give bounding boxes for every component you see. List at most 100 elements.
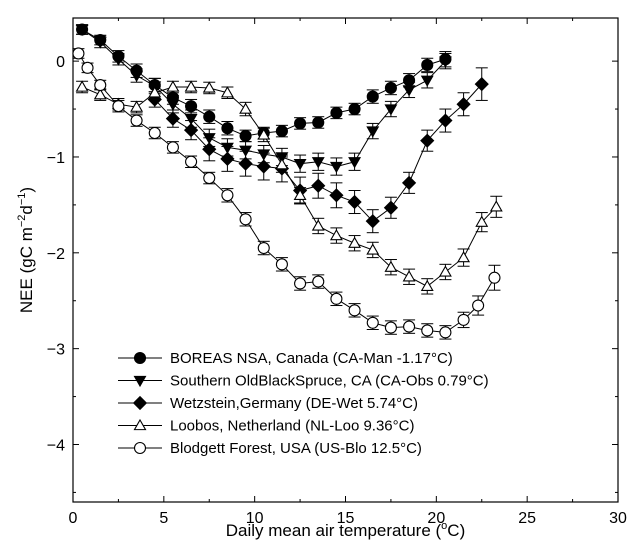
data-point bbox=[438, 113, 453, 128]
data-point bbox=[348, 157, 362, 169]
data-point bbox=[420, 279, 434, 292]
data-point bbox=[165, 111, 181, 126]
data-point bbox=[384, 321, 397, 334]
data-point bbox=[421, 58, 434, 72]
data-point bbox=[202, 81, 216, 93]
y-tick-label: −3 bbox=[47, 342, 65, 359]
data-point bbox=[472, 299, 485, 312]
x-axis-label: Daily mean air temperature (oC) bbox=[226, 520, 466, 540]
legend-label: Southern OldBlackSpruce, CA (CA-Obs 0.79… bbox=[170, 373, 489, 390]
data-point bbox=[329, 161, 343, 174]
series-1 bbox=[75, 24, 452, 176]
data-point bbox=[275, 158, 289, 170]
series-4 bbox=[72, 47, 501, 340]
data-point bbox=[166, 99, 180, 111]
data-point bbox=[166, 141, 179, 154]
legend-marker bbox=[133, 418, 147, 431]
data-point bbox=[220, 86, 234, 98]
data-point bbox=[403, 320, 416, 333]
data-point bbox=[383, 200, 399, 215]
data-point bbox=[311, 178, 326, 193]
data-point bbox=[366, 90, 379, 103]
legend-item-0: BOREAS NSA, Canada (CA-Man -1.17°C) bbox=[118, 350, 453, 367]
data-point bbox=[148, 86, 162, 98]
data-point bbox=[384, 81, 397, 95]
data-point bbox=[75, 24, 89, 37]
data-point bbox=[365, 214, 380, 229]
series-line bbox=[81, 86, 497, 287]
data-point bbox=[330, 292, 343, 305]
data-point bbox=[185, 155, 198, 168]
y-tick-label: −2 bbox=[47, 246, 65, 263]
y-tick-label: −1 bbox=[47, 150, 65, 167]
data-point bbox=[239, 129, 252, 142]
data-point bbox=[347, 194, 362, 210]
data-point bbox=[439, 326, 452, 339]
data-point bbox=[238, 156, 253, 171]
data-point bbox=[221, 122, 234, 135]
data-point bbox=[166, 80, 180, 92]
x-tick-label: 25 bbox=[518, 510, 536, 527]
data-point bbox=[438, 265, 452, 277]
data-point bbox=[183, 123, 199, 138]
data-point bbox=[112, 100, 125, 113]
legend-marker bbox=[133, 441, 147, 455]
data-point bbox=[311, 219, 325, 231]
data-point bbox=[130, 100, 144, 112]
data-point bbox=[421, 324, 434, 337]
series-3 bbox=[75, 80, 503, 295]
data-point bbox=[438, 56, 452, 68]
data-point bbox=[401, 175, 417, 190]
data-point bbox=[256, 159, 271, 174]
y-tick-label: 0 bbox=[56, 54, 65, 71]
data-point bbox=[312, 275, 325, 288]
legend-item-1: Southern OldBlackSpruce, CA (CA-Obs 0.79… bbox=[118, 373, 489, 390]
data-point bbox=[184, 113, 198, 126]
data-point bbox=[293, 188, 307, 200]
legend-label: Loobos, Netherland (NL-Loo 9.36°C) bbox=[170, 418, 414, 435]
data-point bbox=[366, 126, 380, 138]
data-point bbox=[239, 213, 252, 226]
data-point bbox=[93, 88, 107, 100]
x-tick-label: 30 bbox=[609, 510, 627, 527]
data-point bbox=[366, 316, 379, 329]
data-point bbox=[293, 159, 307, 171]
x-tick-label: 5 bbox=[159, 510, 168, 527]
data-point bbox=[420, 75, 434, 87]
data-point bbox=[384, 260, 398, 272]
data-point bbox=[366, 243, 380, 255]
data-point bbox=[257, 241, 270, 255]
y-tick-label: −4 bbox=[47, 437, 65, 454]
data-point bbox=[130, 70, 144, 83]
data-point bbox=[257, 128, 271, 140]
data-point bbox=[474, 77, 489, 92]
data-point bbox=[221, 189, 234, 202]
data-point bbox=[72, 47, 85, 60]
data-point bbox=[93, 37, 107, 49]
data-point bbox=[329, 188, 344, 203]
legend-marker bbox=[133, 351, 147, 365]
data-point bbox=[402, 85, 416, 97]
legend-item-4: Blodgett Forest, USA (US-Blo 12.5°C) bbox=[118, 440, 422, 457]
legend-label: Blodgett Forest, USA (US-Blo 12.5°C) bbox=[170, 440, 422, 457]
data-point bbox=[456, 97, 471, 112]
data-point bbox=[148, 126, 161, 140]
data-point bbox=[294, 117, 307, 130]
data-point bbox=[329, 228, 343, 241]
series-2 bbox=[147, 67, 489, 234]
data-point bbox=[311, 157, 325, 169]
data-point bbox=[203, 172, 216, 185]
data-point bbox=[294, 277, 307, 290]
data-point bbox=[348, 236, 362, 248]
y-axis-label: NEE (gC m−2d−1) bbox=[16, 187, 36, 313]
data-point bbox=[330, 106, 343, 119]
legend-item-2: Wetzstein,Germany (DE-Wet 5.74°C) bbox=[118, 395, 418, 412]
data-point bbox=[275, 125, 288, 138]
legend-marker bbox=[133, 375, 147, 388]
data-point bbox=[203, 110, 216, 123]
data-point bbox=[111, 54, 125, 66]
data-point bbox=[202, 142, 217, 157]
data-point bbox=[348, 102, 361, 116]
data-point bbox=[488, 271, 501, 284]
